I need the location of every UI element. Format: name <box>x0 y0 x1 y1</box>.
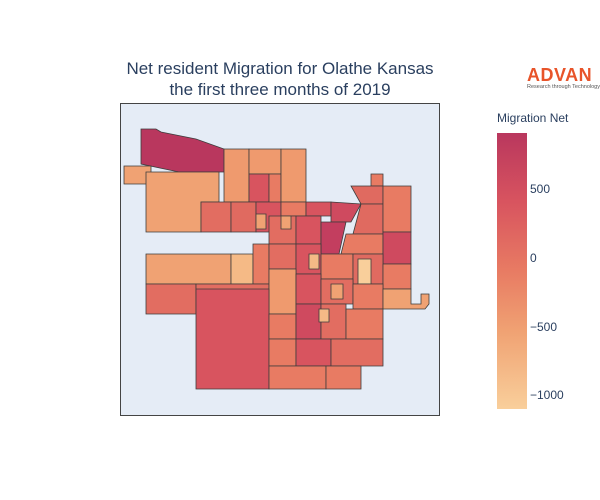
map-region[interactable] <box>308 253 320 270</box>
title-line-1: Net resident Migration for Olathe Kansas <box>126 59 434 78</box>
map-region[interactable] <box>330 338 384 367</box>
map-region[interactable] <box>295 273 322 305</box>
map-frame <box>120 103 440 416</box>
map-region[interactable] <box>330 283 344 300</box>
map-region[interactable] <box>140 128 225 173</box>
choropleth-map <box>123 128 430 390</box>
map-region[interactable] <box>280 215 292 230</box>
map-region[interactable] <box>382 263 412 290</box>
map-region[interactable] <box>350 185 384 205</box>
map-region[interactable] <box>305 201 332 217</box>
map-region[interactable] <box>145 283 197 315</box>
map-region[interactable] <box>295 303 322 340</box>
map-region[interactable] <box>280 148 307 203</box>
map-region[interactable] <box>320 253 354 280</box>
map-region[interactable] <box>345 308 384 340</box>
map-region[interactable] <box>230 253 254 285</box>
map-region[interactable] <box>255 213 267 230</box>
map-region[interactable] <box>200 201 232 233</box>
map-region[interactable] <box>352 283 384 310</box>
map-region[interactable] <box>357 258 372 285</box>
colorbar <box>497 133 527 409</box>
map-region[interactable] <box>280 201 307 217</box>
map-region[interactable] <box>223 148 250 203</box>
map-region[interactable] <box>325 365 362 390</box>
map-region[interactable] <box>268 243 297 270</box>
map-region[interactable] <box>295 338 332 367</box>
map-region[interactable] <box>230 201 257 233</box>
map-region[interactable] <box>268 313 297 340</box>
map-region[interactable] <box>382 288 430 310</box>
map-region[interactable] <box>330 201 362 223</box>
logo-tagline: Research through Technology <box>527 84 600 90</box>
logo-name: ADVAN <box>527 65 593 85</box>
map-region[interactable] <box>145 253 232 285</box>
colorbar-tick: 500 <box>530 182 551 196</box>
map-region[interactable] <box>295 215 322 245</box>
advan-logo: ADVAN Research through Technology <box>527 65 600 91</box>
title-line-2: the first three months of 2019 <box>169 80 391 99</box>
colorbar-title: Migration Net <box>497 111 569 125</box>
colorbar-tick: −1000 <box>530 388 564 402</box>
map-region[interactable] <box>370 173 384 187</box>
map-region[interactable] <box>252 243 270 285</box>
map-region[interactable] <box>318 308 330 323</box>
map-region[interactable] <box>195 288 270 390</box>
colorbar-tick: 0 <box>530 251 537 265</box>
map-region[interactable] <box>268 365 327 390</box>
map-region[interactable] <box>248 173 270 203</box>
map-region[interactable] <box>268 338 297 367</box>
chart-title: Net resident Migration for Olathe Kansas… <box>70 58 490 100</box>
colorbar-tick: −500 <box>530 320 558 334</box>
map-region[interactable] <box>382 231 412 265</box>
map-region[interactable] <box>340 233 384 255</box>
map-region[interactable] <box>268 268 297 315</box>
map-region[interactable] <box>248 148 282 175</box>
map-region[interactable] <box>382 185 412 233</box>
